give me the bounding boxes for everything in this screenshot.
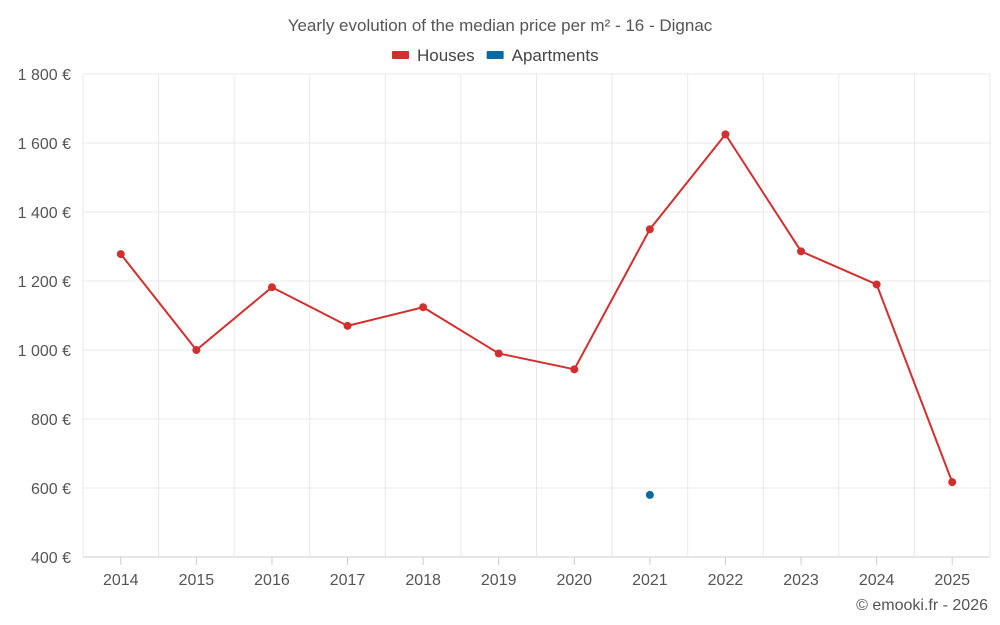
x-tick-label: 2018 [405,572,441,589]
legend-label: Apartments [512,46,599,65]
series-houses [116,130,957,487]
data-point[interactable] [645,490,654,499]
x-tick-label: 2022 [708,572,744,589]
data-point[interactable] [343,321,352,330]
legend[interactable]: Houses Apartments [392,46,599,65]
series-line [120,133,954,483]
data-point[interactable] [948,478,957,487]
x-tick-label: 2025 [934,572,970,589]
legend-item-apartments[interactable]: Apartments [486,46,599,65]
data-point[interactable] [116,250,125,259]
data-point[interactable] [797,247,806,256]
legend-swatch [392,51,409,59]
copyright-text: © emooki.fr - 2026 [856,597,988,614]
y-tick-label: 1 200 € [18,274,71,291]
x-tick-label: 2019 [481,572,517,589]
y-tick-label: 400 € [31,550,71,567]
x-tick-label: 2014 [103,572,139,589]
x-tick-label: 2021 [632,572,668,589]
y-tick-label: 1 800 € [18,67,71,84]
legend-label: Houses [417,46,475,65]
y-tick-label: 1 600 € [18,136,71,153]
y-tick-label: 1 000 € [18,343,71,360]
x-tick-label: 2020 [556,572,592,589]
data-point[interactable] [192,346,201,354]
x-tick-label: 2015 [179,572,215,589]
data-point[interactable] [645,225,654,234]
legend-swatch [486,51,504,59]
series-apartments [645,490,654,499]
y-tick-label: 600 € [31,481,71,498]
data-point[interactable] [267,283,276,292]
chart-title: Yearly evolution of the median price per… [288,16,713,35]
data-point[interactable] [570,365,579,374]
x-axis-tick-labels: 2014 2015 2016 2017 2018 2019 2020 2021 2022 2023… [103,557,970,589]
y-tick-label: 800 € [31,412,71,429]
data-point[interactable] [494,349,503,358]
x-tick-label: 2017 [330,572,366,589]
x-gridlines [82,74,991,557]
x-tick-label: 2024 [859,572,895,589]
y-axis-tick-labels: 400 € 600 € 800 € 1 000 € 1 200 € 1 400 € 1 60… [18,67,71,567]
x-tick-label: 2016 [254,572,290,589]
data-point[interactable] [872,280,881,289]
data-point[interactable] [419,303,428,312]
legend-item-houses[interactable]: Houses [392,46,475,65]
x-tick-label: 2023 [783,572,819,589]
data-point[interactable] [721,130,730,139]
y-tick-label: 1 400 € [18,205,71,222]
series-layer [116,130,957,499]
